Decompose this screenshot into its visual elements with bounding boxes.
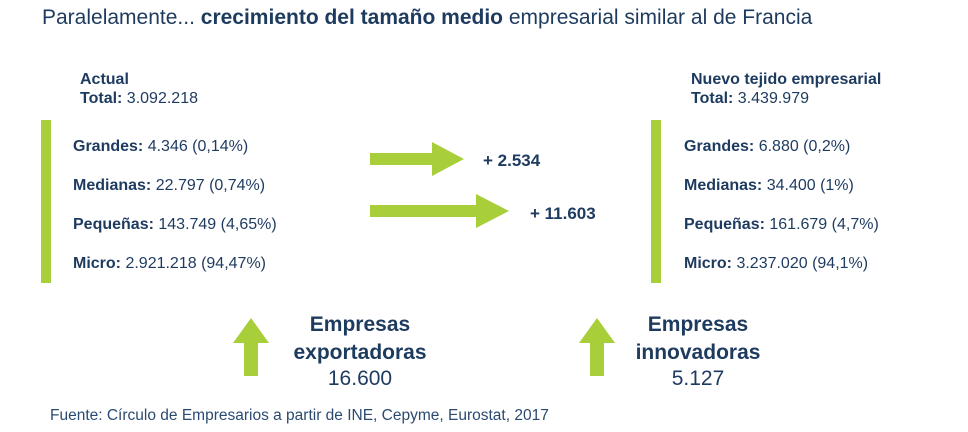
right-header-label: Nuevo tejido empresarial [691, 71, 882, 88]
left-total-label: Total: [80, 90, 123, 107]
right-row-medianas: Medianas: 34.400 (1%) [684, 177, 854, 195]
right-row-value: 161.679 (4,7%) [764, 216, 879, 233]
source-note: Fuente: Círculo de Empresarios a partir … [50, 407, 549, 424]
grandes-arrow-icon [370, 142, 464, 176]
left-row-micro: Micro: 2.921.218 (94,47%) [73, 255, 266, 273]
innovadoras-up-arrow-icon [579, 318, 615, 376]
left-row-grandes: Grandes: 4.346 (0,14%) [73, 138, 248, 156]
right-total: Total: 3.439.979 [691, 89, 881, 108]
innovadoras-value: 5.127 [671, 367, 725, 390]
right-row-pequenas: Pequeñas: 161.679 (4,7%) [684, 216, 879, 234]
innovadoras-line1: Empresas [647, 313, 749, 336]
right-row-value: 6.880 (0,2%) [754, 138, 851, 155]
left-row-pequenas: Pequeñas: 143.749 (4,65%) [73, 216, 277, 234]
right-accent-bar [651, 120, 661, 283]
innovadoras-block: Empresas innovadoras 5.127 [608, 311, 788, 391]
left-panel-header: Actual Total: 3.092.218 [80, 70, 198, 108]
title-bold: crecimiento del tamaño medio [200, 6, 504, 29]
left-row-medianas: Medianas: 22.797 (0,74%) [73, 177, 265, 195]
right-panel-header: Nuevo tejido empresarial Total: 3.439.97… [691, 70, 881, 108]
right-row-label: Grandes: [684, 138, 755, 155]
exportadoras-line1: Empresas [309, 313, 411, 336]
delta-medianas: + 11.603 [530, 204, 596, 223]
exportadoras-up-arrow-icon [233, 318, 269, 376]
left-row-value: 143.749 (4,65%) [153, 216, 277, 233]
left-accent-bar [41, 120, 51, 283]
right-row-value: 34.400 (1%) [762, 177, 854, 194]
left-row-value: 2.921.218 (94,47%) [121, 255, 266, 272]
right-row-value: 3.237.020 (94,1%) [732, 255, 869, 272]
title-suffix: empresarial similar al de Francia [503, 6, 813, 29]
left-row-value: 22.797 (0,74%) [151, 177, 266, 194]
title-prefix: Paralelamente... [42, 6, 201, 29]
right-row-label: Micro: [684, 255, 732, 272]
right-row-grandes: Grandes: 6.880 (0,2%) [684, 138, 850, 156]
left-row-label: Grandes: [73, 138, 144, 155]
delta-grandes: + 2.534 [483, 151, 541, 170]
left-total-value: 3.092.218 [122, 90, 198, 107]
left-total: Total: 3.092.218 [80, 89, 198, 108]
left-row-label: Micro: [73, 255, 121, 272]
medianas-arrow-icon [370, 194, 509, 228]
left-row-value: 4.346 (0,14%) [143, 138, 249, 155]
right-total-value: 3.439.979 [733, 90, 809, 107]
page-title: Paralelamente... crecimiento del tamaño … [42, 6, 812, 30]
right-row-label: Medianas: [684, 177, 763, 194]
innovadoras-line2: innovadoras [635, 341, 761, 364]
exportadoras-line2: exportadoras [293, 341, 427, 364]
right-row-micro: Micro: 3.237.020 (94,1%) [684, 255, 868, 273]
right-total-label: Total: [691, 90, 734, 107]
left-header-label: Actual [80, 71, 129, 88]
exportadoras-value: 16.600 [327, 367, 393, 390]
left-row-label: Pequeñas: [73, 216, 154, 233]
exportadoras-block: Empresas exportadoras 16.600 [270, 311, 450, 391]
left-row-label: Medianas: [73, 177, 152, 194]
right-row-label: Pequeñas: [684, 216, 765, 233]
